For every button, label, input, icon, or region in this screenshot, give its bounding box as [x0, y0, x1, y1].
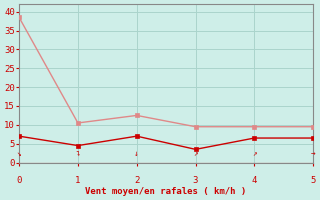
Text: ↴: ↴ [76, 149, 80, 158]
Text: ↓: ↓ [134, 149, 139, 158]
Text: ↘: ↘ [17, 149, 21, 158]
X-axis label: Vent moyen/en rafales ( km/h ): Vent moyen/en rafales ( km/h ) [85, 187, 247, 196]
Text: ↗: ↗ [252, 149, 257, 158]
Text: →: → [311, 149, 316, 158]
Text: ↗: ↗ [193, 149, 198, 158]
